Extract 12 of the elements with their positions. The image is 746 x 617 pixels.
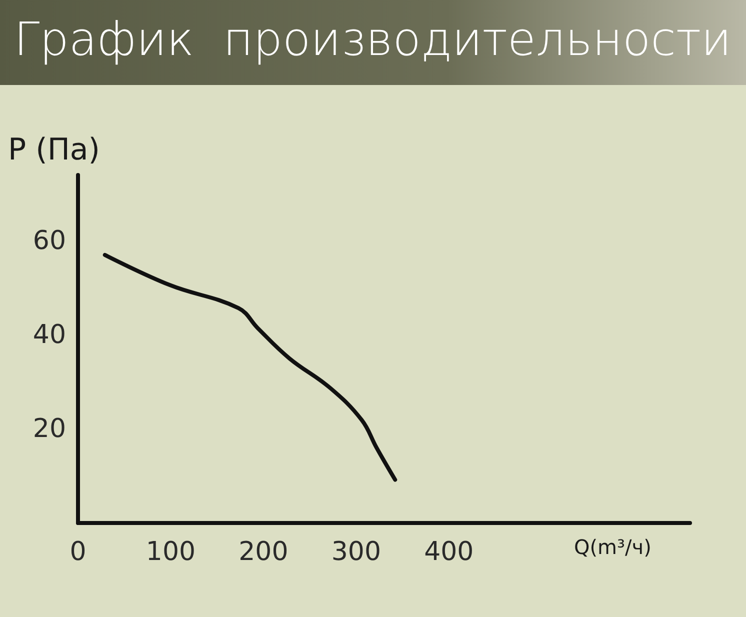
y-tick-label: 20 [32,414,66,444]
x-tick-label: 300 [331,537,381,567]
y-tick-label: 40 [32,320,66,350]
y-axis-title: P (Па) [8,132,100,168]
y-tick-label: 60 [32,226,66,256]
x-tick-label: 100 [146,537,196,567]
x-axis-title: Q(m³/ч) [574,535,652,559]
x-tick-label: 0 [70,537,86,567]
x-tick-label: 200 [238,537,288,567]
line-series [102,252,398,482]
x-tick-label: 400 [424,537,474,567]
chart-title: График производительности [14,12,732,66]
